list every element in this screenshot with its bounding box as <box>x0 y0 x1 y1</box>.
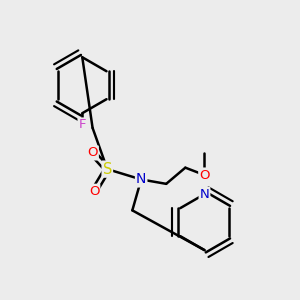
Text: O: O <box>199 169 210 182</box>
Text: N: N <box>136 172 146 186</box>
Text: O: O <box>87 146 98 159</box>
Text: O: O <box>89 185 99 198</box>
Text: N: N <box>200 188 209 201</box>
Text: S: S <box>103 162 112 177</box>
Text: F: F <box>79 118 86 131</box>
